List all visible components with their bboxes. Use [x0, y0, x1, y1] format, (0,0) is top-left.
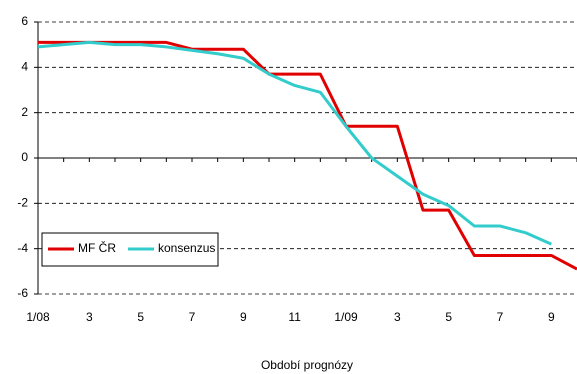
y-tick-label: -4: [17, 241, 28, 255]
x-tick-label: 1/08: [26, 310, 50, 324]
x-tick-label: 7: [189, 310, 196, 324]
x-axis-title: Období prognózy: [261, 358, 353, 372]
x-tick-label: 3: [394, 310, 401, 324]
legend-label: konsenzus: [158, 241, 215, 255]
y-tick-label: -2: [17, 196, 28, 210]
x-tick-label: 5: [137, 310, 144, 324]
x-tick-label: 9: [548, 310, 555, 324]
x-tick-label: 3: [86, 310, 93, 324]
x-tick-label: 5: [445, 310, 452, 324]
series-line: [38, 40, 577, 271]
x-tick-label: 7: [497, 310, 504, 324]
legend-label: MF ČR: [78, 240, 116, 255]
y-tick-label: 4: [21, 60, 28, 74]
y-tick-label: -6: [17, 286, 28, 300]
y-tick-label: 2: [21, 105, 28, 119]
series-line: [37, 40, 552, 246]
y-tick-label: 0: [21, 150, 28, 164]
x-tick-label: 1/09: [334, 310, 358, 324]
y-tick-label: 6: [21, 14, 28, 28]
x-tick-label: 9: [240, 310, 247, 324]
x-tick-label: 11: [288, 310, 301, 324]
